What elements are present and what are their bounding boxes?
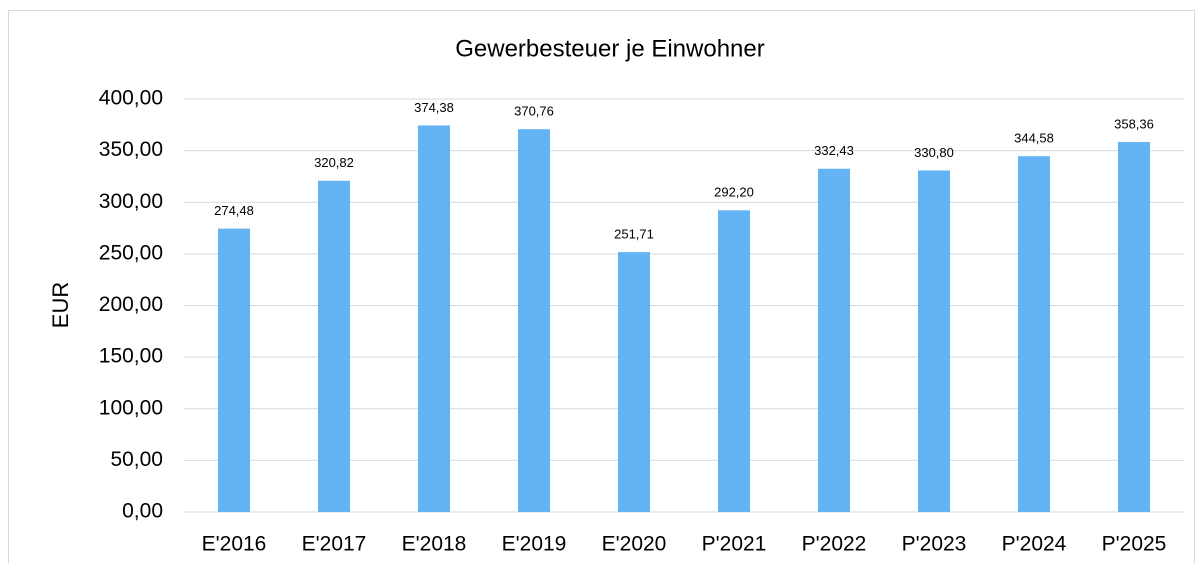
x-tick-label: P'2025 <box>1102 533 1167 556</box>
x-tick-label: E'2018 <box>402 533 467 556</box>
y-tick-label: 100,00 <box>99 396 163 419</box>
bar <box>1118 141 1150 513</box>
x-tick-label: P'2022 <box>802 533 867 556</box>
data-label: 320,82 <box>314 155 354 170</box>
data-label: 251,71 <box>614 227 654 242</box>
chart-frame <box>8 10 1195 563</box>
bar <box>718 210 750 512</box>
bar <box>818 168 850 512</box>
data-label: 374,38 <box>414 100 454 115</box>
data-label: 274,48 <box>214 203 254 218</box>
bar <box>918 170 950 512</box>
bar <box>518 129 550 512</box>
y-tick-label: 350,00 <box>99 138 163 161</box>
y-axis-label: EUR <box>48 282 73 328</box>
data-label: 370,76 <box>514 104 554 119</box>
y-tick-label: 250,00 <box>99 241 163 264</box>
data-label: 344,58 <box>1014 131 1054 146</box>
y-tick-label: 200,00 <box>99 293 163 316</box>
bar <box>418 125 450 513</box>
y-tick-label: 0,00 <box>122 500 163 523</box>
x-tick-label: P'2021 <box>702 533 767 556</box>
x-tick-label: P'2023 <box>902 533 967 556</box>
data-label: 292,20 <box>714 185 754 200</box>
bar <box>618 252 650 512</box>
chart-title: Gewerbesteuer je Einwohner <box>455 35 765 62</box>
x-tick-label: P'2024 <box>1002 533 1067 556</box>
y-tick-label: 400,00 <box>99 87 163 110</box>
x-tick-label: E'2016 <box>202 533 267 556</box>
x-tick-label: E'2019 <box>502 533 567 556</box>
x-tick-label: E'2020 <box>602 533 667 556</box>
bar <box>218 228 250 512</box>
data-label: 332,43 <box>814 143 854 158</box>
data-label: 358,36 <box>1114 116 1154 131</box>
bar <box>1018 156 1050 513</box>
data-label: 330,80 <box>914 145 954 160</box>
y-tick-label: 150,00 <box>99 345 163 368</box>
x-tick-label: E'2017 <box>302 533 367 556</box>
y-tick-label: 300,00 <box>99 190 163 213</box>
y-tick-label: 50,00 <box>110 448 163 471</box>
bar <box>318 180 350 512</box>
